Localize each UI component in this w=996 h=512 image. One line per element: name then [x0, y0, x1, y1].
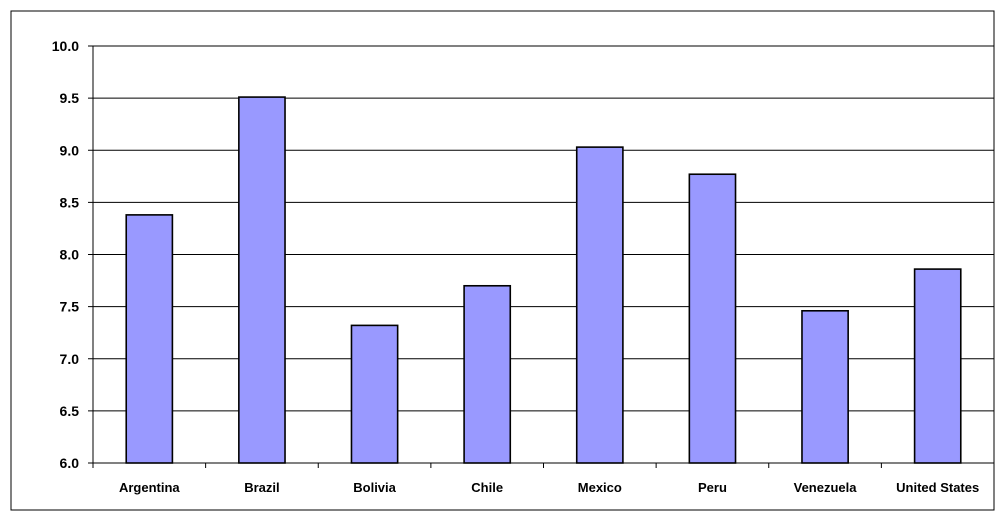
y-tick-label: 8.0	[60, 247, 80, 263]
x-tick-label: Bolivia	[353, 480, 396, 495]
x-tick-label: Brazil	[244, 480, 279, 495]
bar-chile	[463, 284, 512, 464]
bar-argentina	[125, 214, 174, 464]
x-tick-label: Venezuela	[794, 480, 858, 495]
y-tick-label: 7.0	[60, 351, 80, 367]
bars	[125, 96, 962, 464]
x-tick-label: United States	[896, 480, 979, 495]
bar-peru	[688, 173, 737, 464]
x-axis-ticks	[92, 463, 995, 468]
x-tick-label: Argentina	[119, 480, 180, 495]
y-tick-label: 8.5	[60, 194, 80, 210]
bar-brazil	[238, 96, 286, 464]
x-tick-label: Chile	[471, 480, 503, 495]
y-tick-label: 9.5	[60, 90, 80, 106]
x-axis-labels: Argentina Brazil Bolivia Chile Mexico Peru Ven…	[119, 480, 979, 495]
bar-bolivia	[350, 324, 399, 464]
bar-united-states	[913, 268, 962, 464]
y-axis-ticks: 6.0 6.5 7.0 7.5 8.0 8.5 9.0 9.5 10.0	[52, 38, 93, 471]
bar-mexico	[575, 146, 624, 464]
y-tick-label: 6.5	[60, 403, 80, 419]
x-tick-label: Mexico	[578, 480, 622, 495]
bar-venezuela	[801, 309, 849, 464]
y-tick-label: 10.0	[52, 38, 79, 54]
y-tick-label: 6.0	[60, 455, 80, 471]
y-tick-label: 9.0	[60, 142, 80, 158]
y-tick-label: 7.5	[60, 299, 80, 315]
x-tick-label: Peru	[698, 480, 727, 495]
